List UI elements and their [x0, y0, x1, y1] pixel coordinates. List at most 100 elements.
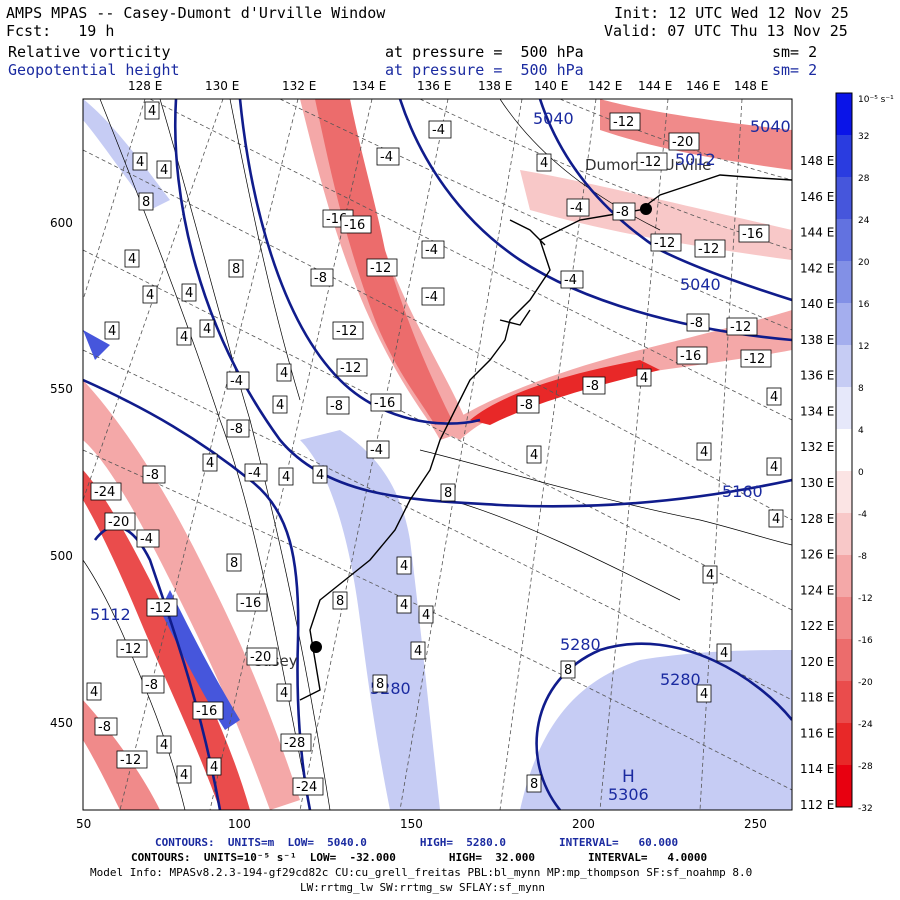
colorbar-swatch — [836, 765, 852, 808]
dumont-durville-station-dot — [640, 203, 652, 215]
colorbar-swatch — [836, 177, 852, 220]
vorticity-label: -16 — [680, 349, 701, 364]
vorticity-label-box — [246, 647, 278, 666]
svg-text:140 E: 140 E — [534, 79, 568, 93]
svg-text:5160: 5160 — [722, 482, 763, 501]
svg-text:130 E: 130 E — [205, 79, 239, 93]
vorticity-label-box — [226, 553, 242, 572]
vorticity-label: 4 — [203, 322, 211, 337]
vorticity-label: 4 — [700, 445, 708, 460]
vorticity-label: -12 — [370, 261, 391, 276]
vorticity-label-box — [526, 774, 542, 793]
vorticity-label: -4 — [564, 273, 577, 288]
vorticity-label: 4 — [108, 324, 116, 339]
vorticity-label-box — [144, 101, 160, 120]
vorticity-label-box — [181, 283, 197, 302]
vorticity-label-box — [228, 259, 244, 278]
vorticity-label: -8 — [586, 379, 599, 394]
vorticity-label-box — [421, 287, 445, 306]
vorticity-label-box — [396, 595, 412, 614]
right-label: 132 E — [800, 440, 834, 454]
vorticity-label: -4 — [425, 243, 438, 258]
vorticity-label: 4 — [282, 470, 290, 485]
footer-model-info-2: LW:rrtmg_lw SW:rrtmg_sw SFLAY:sf_mynn — [300, 881, 546, 894]
vorticity-label-box — [226, 371, 250, 390]
field2-name: Geopotential height — [8, 61, 180, 79]
field1-level: at pressure = 500 hPa — [385, 43, 584, 61]
colorbar-label: 12 — [858, 342, 869, 352]
vorticity-label-box — [696, 684, 712, 703]
vorticity-label-box — [740, 349, 772, 368]
colorbar-label: -12 — [858, 594, 873, 604]
vorticity-label: 8 — [564, 663, 572, 678]
right-label: 122 E — [800, 619, 834, 633]
map-plot-area: Dumont d'Urville Casey H 5306 5040 5040 … — [83, 99, 792, 810]
vorticity-label: -4 — [432, 123, 445, 138]
vorticity-label: 4 — [706, 568, 714, 583]
vorticity-label-box — [768, 509, 784, 528]
colorbar-swatch — [836, 471, 852, 514]
vorticity-label: -16 — [742, 227, 763, 242]
vorticity-label-box — [421, 240, 445, 259]
vorticity-label: 4 — [720, 646, 728, 661]
vorticity-label-box — [738, 224, 770, 243]
colorbar-swatch — [836, 429, 852, 472]
vorticity-label-box — [94, 717, 118, 736]
svg-text:134 E: 134 E — [352, 79, 386, 93]
vorticity-label: 8 — [230, 556, 238, 571]
vorticity-label: -16 — [374, 396, 395, 411]
field2-level: at pressure = 500 hPa — [385, 61, 584, 79]
vorticity-label-box — [366, 440, 390, 459]
right-label: 118 E — [800, 691, 834, 705]
colorbar-label: -8 — [858, 552, 867, 562]
vorticity-label: -24 — [296, 780, 317, 795]
right-label: 124 E — [800, 583, 834, 597]
vorticity-label-box — [156, 735, 172, 754]
vorticity-label: 4 — [530, 448, 538, 463]
x-axis-ticks: 50 100 150 200 250 — [76, 817, 767, 831]
svg-text:5280: 5280 — [660, 670, 701, 689]
vorticity-label: -20 — [672, 135, 693, 150]
svg-text:5040: 5040 — [533, 109, 574, 128]
field2-smoothing: sm= 2 — [772, 61, 818, 79]
vorticity-label-box — [766, 387, 782, 406]
vorticity-label: -12 — [120, 753, 141, 768]
vorticity-label-box — [650, 233, 682, 252]
right-label: 142 E — [800, 261, 834, 275]
longitude-right-labels: 148 E 146 E 144 E 142 E 140 E 138 E 136 E 134 E… — [800, 154, 834, 812]
vorticity-label-box — [124, 249, 140, 268]
vorticity-label-box — [694, 239, 726, 258]
colorbar-label: -4 — [858, 510, 867, 520]
right-label: 146 E — [800, 190, 834, 204]
vorticity-label: 4 — [280, 366, 288, 381]
vorticity-label-box — [702, 565, 718, 584]
vorticity-label-box — [582, 376, 606, 395]
vorticity-label-box — [199, 319, 215, 338]
vorticity-label-box — [332, 591, 348, 610]
vorticity-label-box — [176, 327, 192, 346]
vorticity-label: -24 — [94, 485, 115, 500]
field1-name: Relative vorticity — [8, 43, 171, 61]
vorticity-label: 4 — [772, 512, 780, 527]
vorticity-label-box — [726, 317, 758, 336]
vorticity-label: 4 — [90, 685, 98, 700]
vorticity-label-box — [86, 682, 102, 701]
colorbar-label: 20 — [858, 258, 870, 268]
svg-text:600: 600 — [50, 216, 73, 230]
vorticity-label: 8 — [444, 486, 452, 501]
colorbar-swatch — [836, 639, 852, 682]
vorticity-label-box — [440, 483, 456, 502]
vorticity-label: -4 — [370, 443, 383, 458]
vorticity-label-box — [236, 593, 268, 612]
field1-smoothing: sm= 2 — [772, 43, 818, 61]
right-label: 140 E — [800, 297, 834, 311]
svg-text:450: 450 — [50, 716, 73, 730]
longitude-top-labels: 128 E 130 E 132 E 134 E 136 E 138 E 140 … — [128, 79, 768, 93]
vorticity-label: 8 — [530, 777, 538, 792]
colorbar-swatch — [836, 303, 852, 346]
vorticity-label: 4 — [770, 460, 778, 475]
vorticity-label-box — [276, 363, 292, 382]
init-time: Init: 12 UTC Wed 12 Nov 25 — [614, 4, 849, 22]
vorticity-label: 8 — [232, 262, 240, 277]
